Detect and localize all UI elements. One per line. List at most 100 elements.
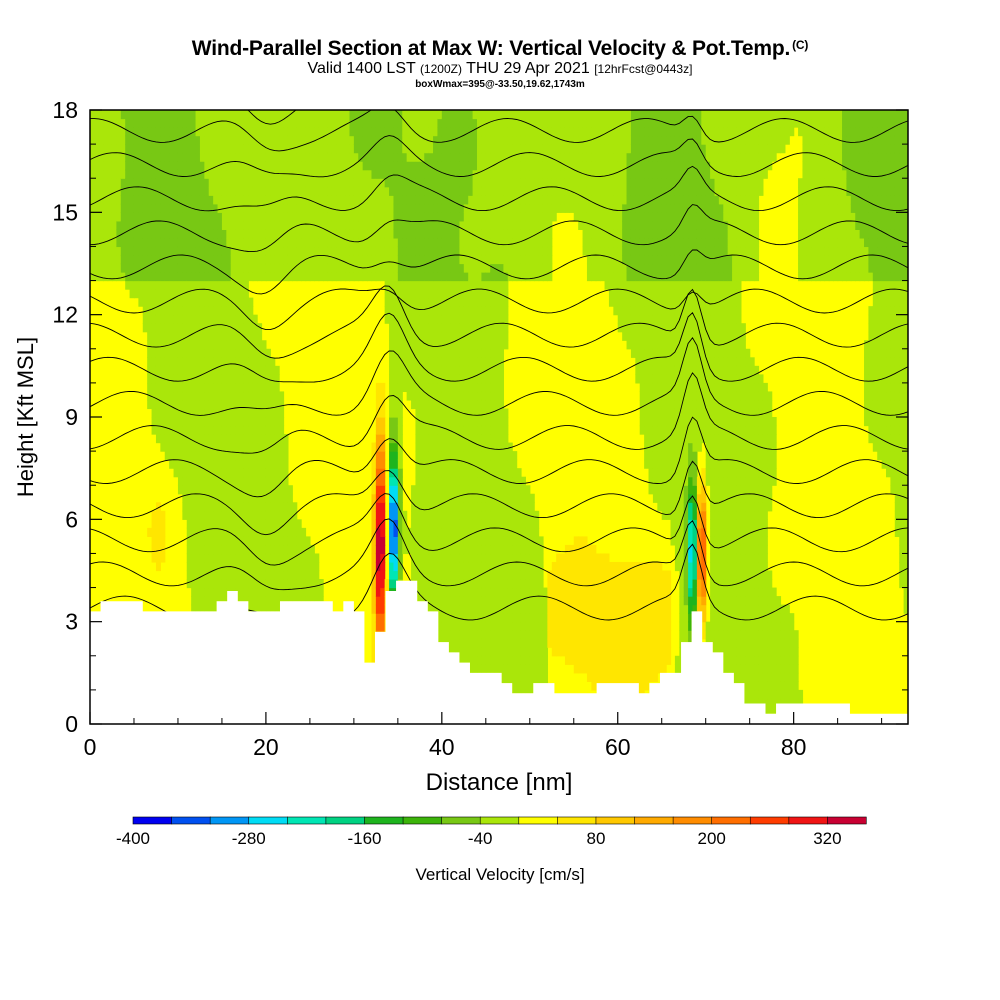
field-cell: [485, 476, 491, 486]
field-cell: [160, 314, 166, 324]
field-cell: [230, 408, 236, 418]
field-cell: [213, 570, 219, 580]
field-cell: [133, 152, 139, 162]
field-cell: [270, 408, 276, 418]
field-cell: [248, 152, 254, 162]
field-cell: [349, 220, 355, 230]
field-cell: [125, 178, 131, 188]
field-cell: [235, 561, 241, 572]
field-cell: [226, 229, 232, 239]
field-cell: [235, 254, 241, 265]
field-cell: [125, 254, 131, 265]
field-cell: [164, 178, 170, 188]
field-cell: [525, 561, 531, 572]
field-cell: [393, 110, 399, 120]
field-cell: [437, 382, 443, 393]
field-cell: [393, 468, 399, 478]
field-cell: [182, 152, 188, 162]
field-cell: [455, 340, 461, 350]
field-cell: [419, 425, 425, 435]
field-cell: [428, 280, 434, 290]
field-cell: [230, 246, 236, 256]
field-cell: [490, 357, 496, 367]
field-cell: [406, 178, 412, 188]
field-cell: [411, 178, 417, 188]
field-cell: [437, 519, 443, 529]
field-cell: [323, 229, 329, 239]
field-cell: [226, 161, 232, 171]
field-cell: [186, 579, 192, 589]
field-cell: [389, 493, 395, 503]
field-cell: [283, 127, 289, 137]
field-cell: [371, 254, 377, 265]
field-cell: [362, 186, 368, 196]
field-cell: [283, 195, 289, 205]
field-cell: [424, 314, 430, 324]
field-cell: [503, 451, 509, 461]
field-cell: [516, 647, 522, 657]
field-cell: [472, 272, 478, 282]
field-cell: [520, 186, 526, 196]
field-cell: [441, 425, 447, 435]
field-cell: [397, 323, 403, 333]
field-cell: [463, 323, 469, 333]
field-cell: [494, 220, 500, 230]
field-cell: [239, 596, 245, 606]
field-cell: [371, 195, 377, 205]
field-cell: [309, 144, 315, 154]
field-cell: [353, 212, 359, 222]
plot-area: [90, 110, 908, 724]
field-cell: [512, 570, 518, 580]
field-cell: [98, 272, 104, 282]
field-cell: [142, 246, 148, 256]
field-cell: [204, 195, 210, 205]
field-cell: [208, 374, 214, 384]
field-cell: [279, 417, 285, 427]
field-cell: [477, 536, 483, 546]
field-cell: [441, 391, 447, 401]
field-cell: [138, 118, 144, 128]
field-cell: [437, 553, 443, 563]
field-cell: [428, 186, 434, 196]
field-cell: [261, 485, 267, 495]
field-cell: [177, 382, 183, 393]
field-cell: [120, 237, 126, 248]
field-cell: [287, 544, 293, 555]
field-cell: [191, 425, 197, 435]
field-cell: [468, 425, 474, 435]
field-cell: [477, 331, 483, 341]
field-cell: [472, 323, 478, 333]
field-cell: [402, 220, 408, 230]
field-cell: [397, 408, 403, 418]
field-cell: [463, 246, 469, 256]
field-cell: [389, 553, 395, 563]
field-cell: [411, 144, 417, 154]
field-cell: [437, 195, 443, 205]
field-cell: [428, 459, 434, 469]
field-cell: [459, 340, 465, 350]
field-cell: [477, 647, 483, 657]
field-cell: [411, 220, 417, 230]
field-cell: [186, 169, 192, 179]
field-cell: [503, 434, 509, 444]
field-cell: [270, 442, 276, 452]
field-cell: [252, 604, 258, 614]
field-cell: [463, 536, 469, 546]
field-cell: [384, 152, 390, 162]
field-cell: [94, 263, 100, 273]
field-cell: [415, 451, 421, 461]
field-cell: [94, 212, 100, 222]
field-cell: [257, 485, 263, 495]
field-cell: [371, 459, 377, 469]
field-cell: [490, 596, 496, 606]
field-cell: [494, 348, 500, 358]
field-cell: [314, 570, 320, 580]
field-cell: [279, 178, 285, 188]
field-cell: [199, 340, 205, 350]
field-cell: [296, 152, 302, 162]
field-cell: [481, 399, 487, 410]
field-cell: [204, 544, 210, 555]
field-cell: [472, 152, 478, 162]
field-cell: [345, 144, 351, 154]
field-cell: [463, 596, 469, 606]
